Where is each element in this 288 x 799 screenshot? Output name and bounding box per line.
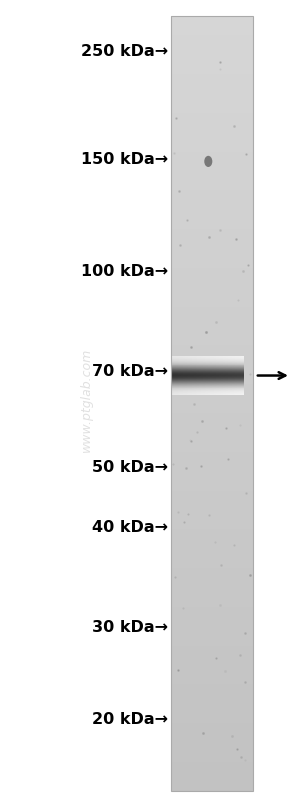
Ellipse shape xyxy=(204,156,212,167)
Text: 40 kDa→: 40 kDa→ xyxy=(92,520,168,535)
Text: 150 kDa→: 150 kDa→ xyxy=(81,153,168,167)
Text: 70 kDa→: 70 kDa→ xyxy=(92,364,168,379)
Bar xyxy=(171,16,253,791)
Text: www.ptglab.com: www.ptglab.com xyxy=(80,348,93,451)
Text: 100 kDa→: 100 kDa→ xyxy=(81,264,168,279)
Text: 30 kDa→: 30 kDa→ xyxy=(92,620,168,634)
Text: 20 kDa→: 20 kDa→ xyxy=(92,712,168,726)
Text: 50 kDa→: 50 kDa→ xyxy=(92,460,168,475)
Text: 250 kDa→: 250 kDa→ xyxy=(81,45,168,59)
